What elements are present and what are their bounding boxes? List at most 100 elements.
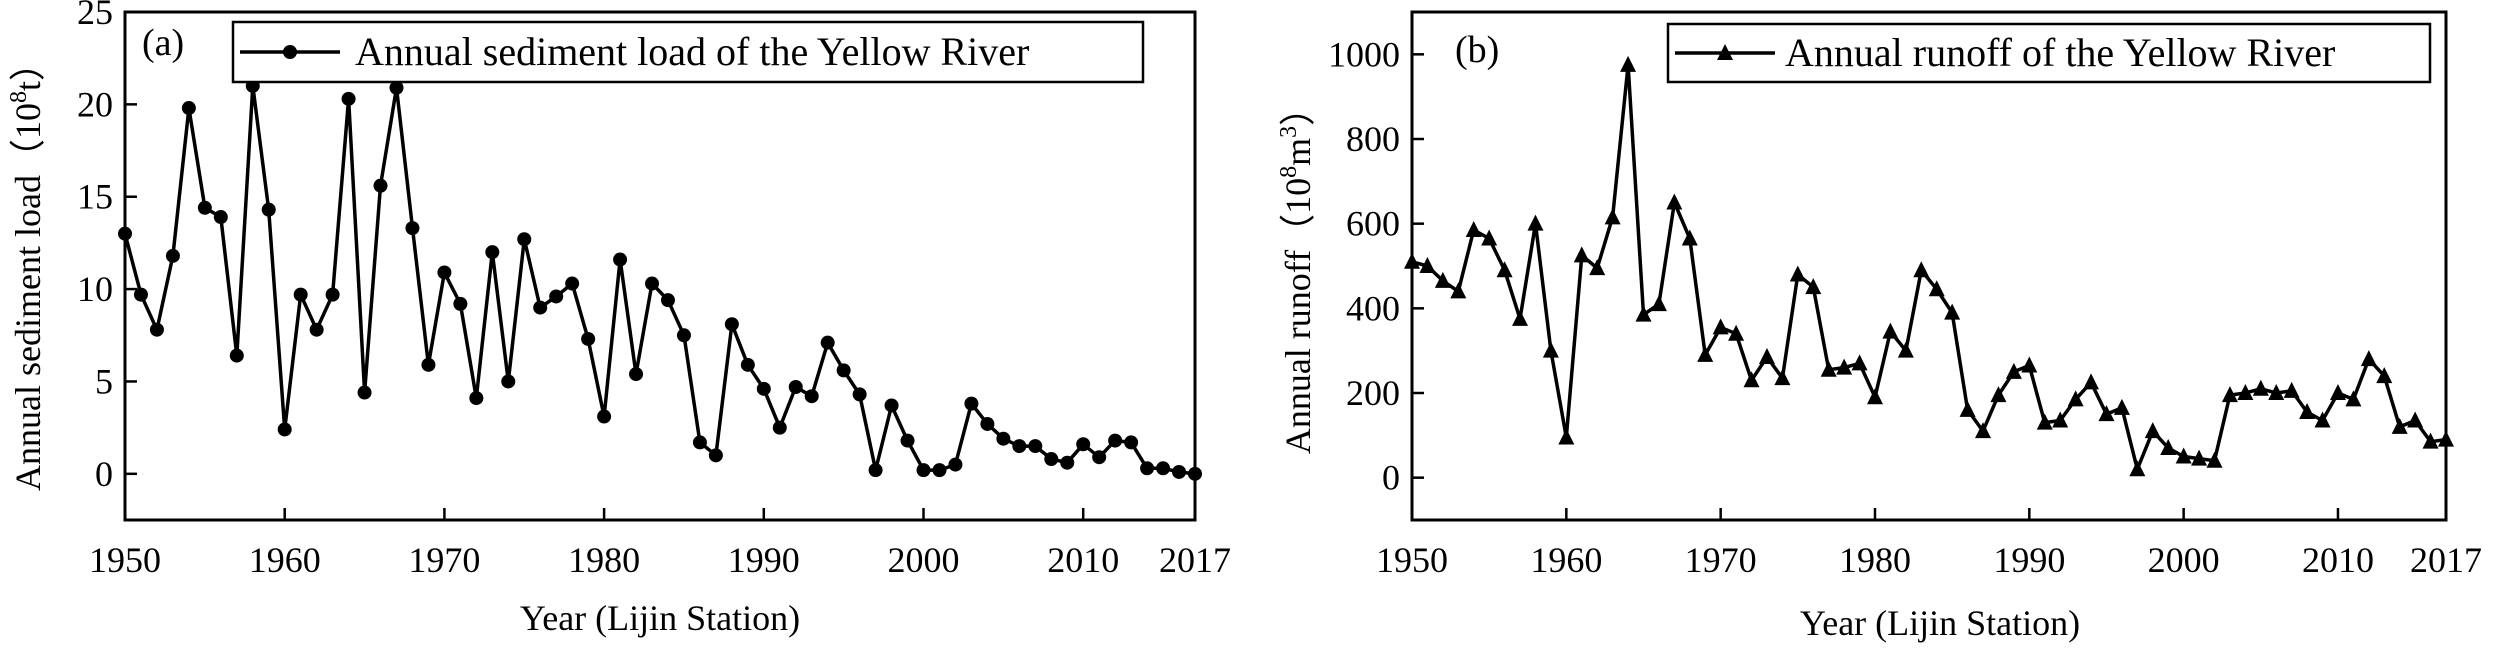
data-point-a-1964 (341, 91, 356, 106)
data-point-a-1959 (261, 202, 276, 217)
data-point-b-1972 (1743, 371, 1760, 388)
data-point-a-1953 (165, 248, 180, 263)
x-tick-label-a-1990: 1990 (728, 540, 800, 580)
data-point-b-1966 (1650, 295, 1667, 312)
legend-b: Annual runoff of the Yellow River (1666, 22, 2432, 84)
y-tick-label-b-1000: 1000 (1328, 34, 1400, 74)
data-point-a-1969 (421, 357, 436, 372)
data-point-a-1975 (517, 232, 532, 247)
data-point-a-1983 (645, 276, 660, 291)
data-point-b-1965 (1635, 305, 1652, 322)
data-point-b-2001 (2191, 449, 2208, 466)
series-line-a-0 (123, 84, 1196, 476)
data-point-b-1984 (1928, 280, 1945, 297)
x-tick-label-b-1980: 1980 (1839, 540, 1911, 580)
data-point-b-1992 (2052, 411, 2069, 428)
data-point-b-1978 (1836, 358, 1853, 375)
data-point-b-1982 (1897, 341, 1914, 358)
data-point-b-1981 (1882, 322, 1899, 339)
data-point-a-2015 (1156, 461, 1171, 476)
data-point-a-1984 (660, 293, 675, 308)
data-point-a-1970 (437, 265, 452, 280)
data-point-a-1988 (724, 317, 739, 332)
data-point-a-1965 (357, 385, 372, 400)
panel-label-a: (a) (142, 22, 184, 64)
data-point-b-1969 (1697, 345, 1714, 362)
data-point-b-2000 (2175, 447, 2192, 464)
data-point-b-2016 (2422, 432, 2439, 449)
x-tick-label-a-1950: 1950 (89, 540, 161, 580)
legend-a: Annual sediment load of the Yellow River (231, 20, 1145, 84)
data-point-b-1958 (1527, 214, 1544, 231)
data-point-b-1998 (2144, 422, 2161, 439)
data-point-b-2010 (2329, 384, 2346, 400)
legend-marker-a (283, 45, 297, 59)
data-point-b-1957 (1512, 309, 1529, 326)
data-point-a-1977 (549, 289, 564, 304)
legend-marker-b (1717, 44, 1733, 60)
y-tick-label-a-20: 20 (77, 84, 113, 124)
data-point-a-2000 (916, 463, 931, 478)
series-b (1404, 55, 2454, 477)
data-point-b-1986 (1959, 400, 1976, 417)
chart-panel-b: 1950 1960 1970 1980 1990 2000 2010 2017 0 200 400 6… (1276, 10, 2482, 643)
x-axis-label-b: Year (Lijin Station) (1800, 603, 2080, 643)
data-point-a-2016 (1172, 464, 1187, 479)
data-point-a-2009 (1060, 455, 1075, 470)
data-point-b-2008 (2299, 403, 2316, 420)
data-point-b-1989 (2005, 362, 2022, 379)
data-point-a-1954 (181, 101, 196, 116)
data-point-b-1977 (1820, 360, 1837, 377)
y-tick-label-a-25: 25 (77, 0, 113, 32)
data-point-b-1974 (1774, 369, 1791, 386)
data-point-a-1982 (629, 367, 644, 382)
data-point-b-1979 (1851, 354, 1868, 371)
y-axis-label-a: Annual sediment load（108t） (6, 45, 48, 491)
x-tick-label-a-1960: 1960 (249, 540, 321, 580)
data-point-b-1996 (2113, 398, 2130, 415)
data-point-a-1980 (597, 409, 612, 424)
data-point-a-2013 (1124, 435, 1139, 450)
data-point-a-1997 (868, 463, 883, 478)
data-point-a-1985 (676, 328, 691, 343)
data-point-b-1959 (1542, 341, 1559, 358)
data-point-a-1966 (373, 178, 388, 193)
data-point-a-1960 (277, 422, 292, 437)
data-point-a-1963 (325, 287, 340, 302)
data-point-b-1961 (1573, 246, 1590, 263)
x-tick-label-a-2000: 2000 (888, 540, 960, 580)
data-point-a-2012 (1108, 433, 1123, 448)
x-tick-label-b-1960: 1960 (1530, 540, 1602, 580)
data-point-a-2007 (1028, 439, 1043, 454)
y-tick-label-b-0: 0 (1382, 458, 1400, 498)
y-tick-label-a-10: 10 (77, 269, 113, 309)
data-point-b-2017 (2438, 430, 2454, 447)
data-point-b-1983 (1913, 261, 1930, 278)
data-point-a-1987 (708, 448, 723, 463)
data-point-a-1993 (804, 389, 819, 404)
data-point-b-1976 (1805, 278, 1822, 295)
axis-ticks-b: 1950 1960 1970 1980 1990 2000 2010 2017 0 200 400 6… (1328, 34, 2482, 580)
data-point-b-1997 (2129, 460, 2146, 477)
data-point-b-1951 (1419, 257, 1436, 273)
data-point-a-1996 (852, 387, 867, 402)
data-point-b-2014 (2391, 417, 2408, 434)
data-point-a-1976 (533, 300, 548, 315)
data-point-b-2013 (2376, 367, 2393, 384)
x-tick-label-b-1970: 1970 (1685, 540, 1757, 580)
data-point-a-1974 (501, 374, 516, 389)
x-axis-label-a: Year (Lijin Station) (520, 598, 800, 638)
data-point-a-1990 (756, 381, 771, 396)
x-tick-label-b-2017: 2017 (2410, 540, 2482, 580)
data-point-a-1968 (405, 221, 420, 236)
data-point-a-1999 (900, 433, 915, 448)
x-tick-label-a-2017: 2017 (1159, 540, 1231, 580)
data-point-b-1985 (1944, 303, 1961, 320)
legend-box-b (1666, 22, 2432, 84)
data-point-a-1950 (118, 226, 132, 241)
data-point-a-1998 (884, 398, 899, 413)
data-point-b-1952 (1434, 271, 1451, 288)
x-tick-label-a-2010: 2010 (1047, 540, 1119, 580)
x-tick-label-b-2000: 2000 (2148, 540, 2220, 580)
data-point-a-1961 (293, 287, 308, 302)
